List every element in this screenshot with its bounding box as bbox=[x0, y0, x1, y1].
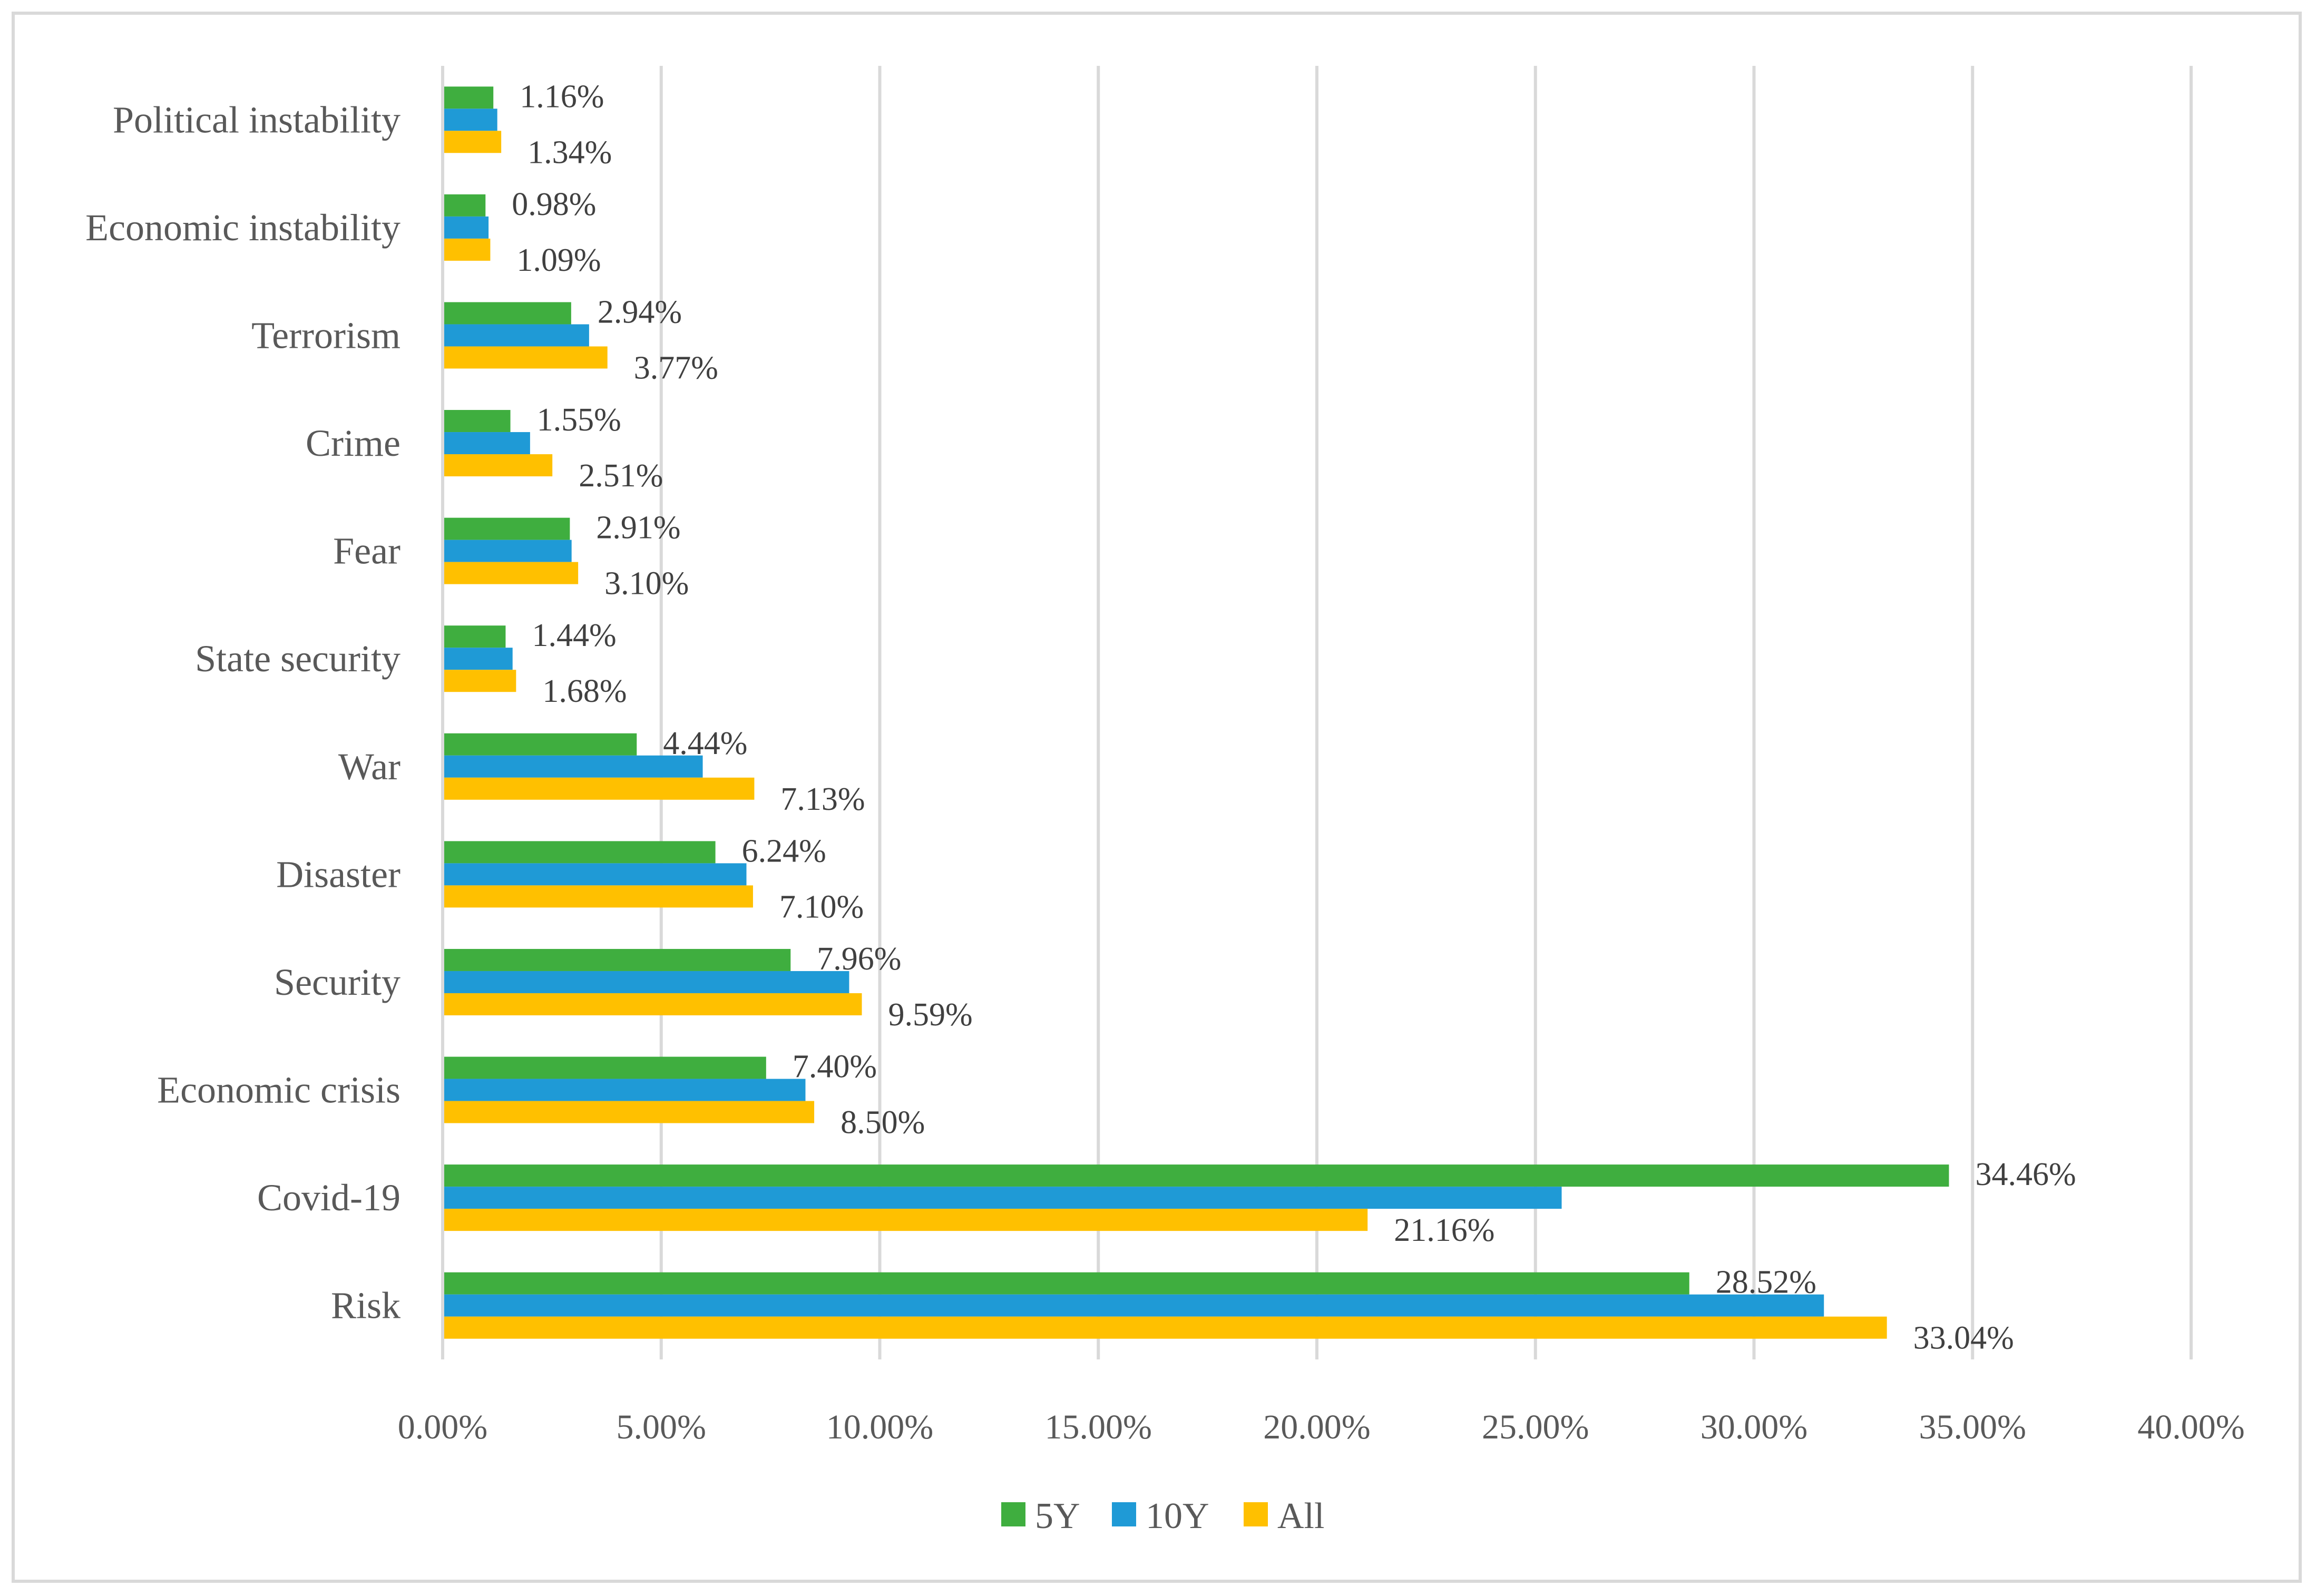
data-label-all: 1.34% bbox=[527, 134, 612, 170]
legend-swatch-all bbox=[1244, 1502, 1268, 1526]
data-labels: 1.16% 1.34% 0.98% 1.09% 2.94% 3.77% 1.55% 2.51%… bbox=[512, 79, 2076, 1356]
bar-10y bbox=[443, 432, 530, 455]
legend-swatch-10y bbox=[1112, 1502, 1136, 1526]
bar-10y bbox=[443, 1294, 1824, 1317]
data-label-5y: 1.55% bbox=[537, 402, 621, 438]
category-label: Political instability bbox=[113, 99, 400, 141]
data-label-all: 33.04% bbox=[1913, 1320, 2014, 1356]
bar-5y bbox=[443, 302, 571, 325]
bar-5y bbox=[443, 625, 506, 648]
x-tick-label: 20.00% bbox=[1263, 1408, 1370, 1446]
bar-all bbox=[443, 1316, 1887, 1339]
bar-5y bbox=[443, 841, 716, 864]
gridlines bbox=[659, 66, 2193, 1359]
data-label-5y: 34.46% bbox=[1975, 1157, 2076, 1192]
legend-label-all: All bbox=[1277, 1496, 1324, 1536]
bar-all bbox=[443, 562, 579, 584]
bar-5y bbox=[443, 1056, 766, 1079]
bar-5y bbox=[443, 410, 511, 433]
bar-all bbox=[443, 238, 491, 261]
bar-10y bbox=[443, 971, 849, 993]
data-label-all: 7.10% bbox=[779, 889, 864, 925]
data-label-5y: 7.40% bbox=[793, 1049, 877, 1085]
bar-10y bbox=[443, 863, 747, 886]
data-label-5y: 1.16% bbox=[520, 79, 604, 114]
category-label: War bbox=[338, 746, 400, 788]
bar-5y bbox=[443, 948, 791, 971]
x-tick-label: 35.00% bbox=[1919, 1408, 2026, 1446]
bar-all bbox=[443, 1101, 815, 1123]
bars bbox=[443, 86, 1949, 1339]
data-label-5y: 7.96% bbox=[817, 941, 901, 977]
bar-10y bbox=[443, 540, 572, 562]
bar-all bbox=[443, 885, 753, 908]
bar-all bbox=[443, 346, 608, 369]
category-label: Economic instability bbox=[85, 207, 400, 249]
bar-all bbox=[443, 454, 553, 477]
data-label-5y: 28.52% bbox=[1716, 1265, 1816, 1300]
bar-all bbox=[443, 131, 502, 153]
category-label: Disaster bbox=[276, 853, 400, 895]
bar-5y bbox=[443, 733, 637, 756]
bar-all bbox=[443, 993, 862, 1015]
x-tick-label: 5.00% bbox=[617, 1408, 706, 1446]
bar-10y bbox=[443, 648, 513, 670]
x-tick-label: 10.00% bbox=[826, 1408, 933, 1446]
category-labels: Political instability Economic instabilit… bbox=[85, 99, 400, 1326]
data-label-5y: 2.94% bbox=[598, 294, 682, 330]
x-tick-label: 15.00% bbox=[1045, 1408, 1152, 1446]
bar-5y bbox=[443, 1272, 1689, 1295]
bar-5y bbox=[443, 1164, 1949, 1187]
x-tick-labels: 0.00% 5.00% 10.00% 15.00% 20.00% 25.00% 30.00%… bbox=[398, 1408, 2245, 1446]
x-tick-label: 0.00% bbox=[398, 1408, 487, 1446]
x-tick-label: 40.00% bbox=[2137, 1408, 2244, 1446]
bar-10y bbox=[443, 109, 497, 131]
bar-all bbox=[443, 670, 516, 692]
bar-all bbox=[443, 1209, 1368, 1231]
data-label-all: 1.09% bbox=[516, 242, 601, 278]
category-label: Risk bbox=[331, 1285, 400, 1327]
legend-label-5y: 5Y bbox=[1035, 1496, 1080, 1536]
bar-all bbox=[443, 777, 755, 800]
bar-5y bbox=[443, 86, 494, 109]
category-label: Covid-19 bbox=[257, 1177, 400, 1219]
data-label-5y: 4.44% bbox=[663, 726, 747, 761]
data-label-all: 1.68% bbox=[542, 673, 627, 709]
data-label-all: 9.59% bbox=[888, 997, 972, 1033]
data-label-5y: 0.98% bbox=[512, 187, 596, 222]
data-label-all: 3.10% bbox=[604, 566, 689, 602]
x-tick-label: 30.00% bbox=[1701, 1408, 1807, 1446]
data-label-all: 3.77% bbox=[634, 350, 718, 386]
legend: 5Y 10Y All bbox=[1001, 1496, 1324, 1536]
bar-10y bbox=[443, 216, 489, 239]
data-label-all: 7.13% bbox=[780, 781, 865, 817]
category-label: Crime bbox=[306, 422, 400, 464]
legend-swatch-5y bbox=[1001, 1502, 1025, 1526]
x-tick-label: 25.00% bbox=[1482, 1408, 1589, 1446]
data-label-all: 2.51% bbox=[579, 458, 663, 494]
legend-label-10y: 10Y bbox=[1146, 1496, 1209, 1536]
data-label-all: 8.50% bbox=[841, 1105, 925, 1141]
data-label-5y: 2.91% bbox=[596, 510, 680, 546]
bar-10y bbox=[443, 1187, 1562, 1209]
category-label: Terrorism bbox=[251, 314, 400, 356]
category-label: Economic crisis bbox=[157, 1069, 400, 1111]
data-label-5y: 1.44% bbox=[532, 618, 616, 653]
category-label: Security bbox=[274, 961, 400, 1003]
bar-10y bbox=[443, 1079, 806, 1101]
bar-10y bbox=[443, 755, 703, 778]
data-label-5y: 6.24% bbox=[742, 833, 826, 869]
bar-5y bbox=[443, 194, 486, 217]
category-label: State security bbox=[195, 638, 400, 680]
bar-5y bbox=[443, 517, 570, 540]
bar-10y bbox=[443, 324, 589, 347]
category-label: Fear bbox=[333, 530, 400, 572]
data-label-all: 21.16% bbox=[1394, 1212, 1494, 1248]
